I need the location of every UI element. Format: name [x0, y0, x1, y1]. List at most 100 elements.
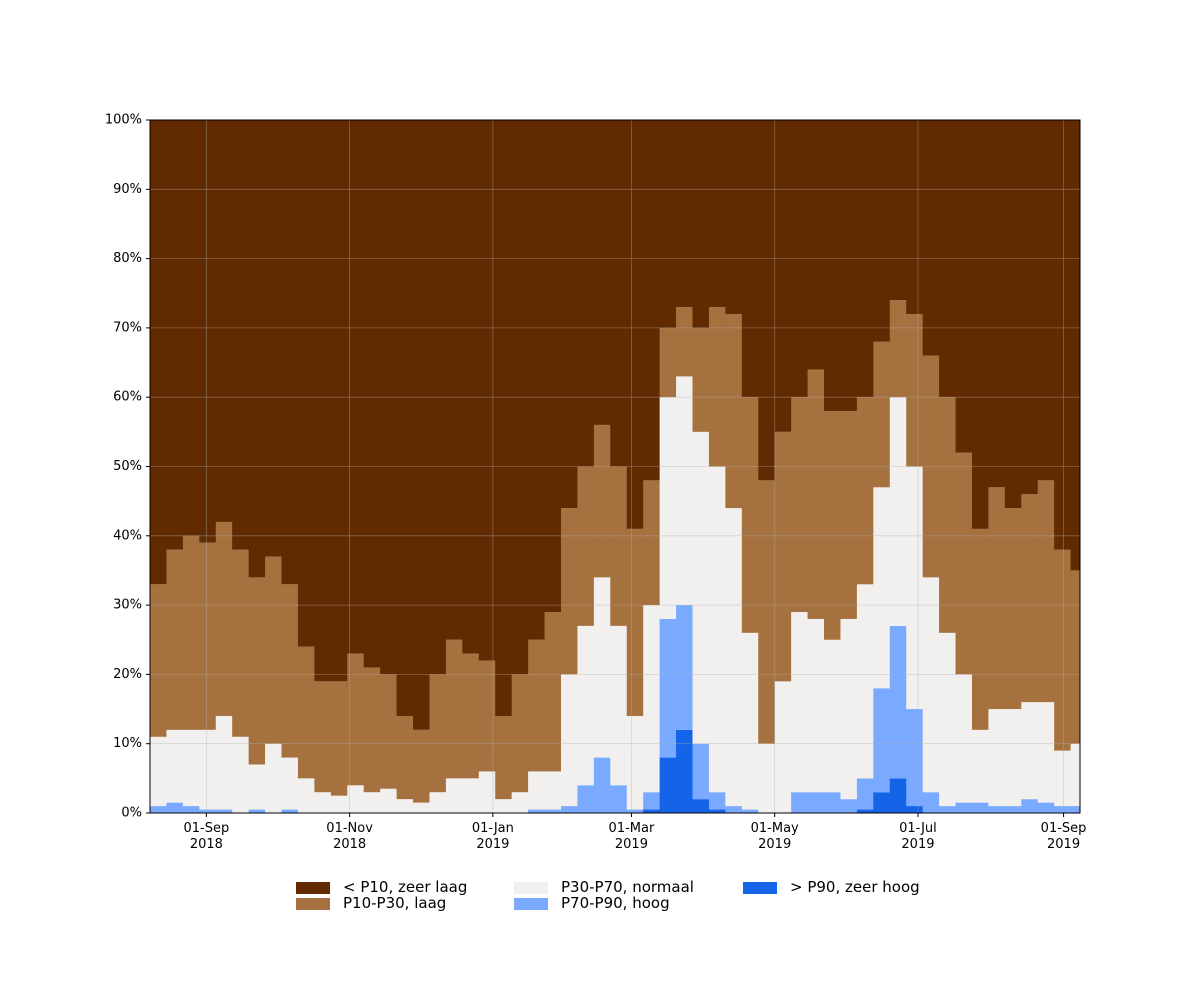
area-step	[511, 674, 529, 793]
area-step	[1070, 743, 1081, 807]
area-step	[413, 729, 430, 803]
area-step	[725, 508, 743, 807]
area-step	[182, 535, 200, 730]
area-step	[560, 508, 578, 675]
y-tick-label: 0%	[121, 806, 142, 821]
area-step	[725, 314, 743, 509]
area-step	[873, 688, 891, 793]
area-step	[232, 549, 250, 737]
area-step	[791, 612, 808, 793]
area-step	[824, 639, 841, 793]
area-step	[955, 802, 973, 813]
area-step	[297, 120, 315, 647]
area-step	[478, 771, 496, 813]
area-step	[182, 806, 200, 813]
area-step	[166, 802, 184, 813]
area-step	[445, 778, 463, 813]
legend-swatch	[514, 882, 548, 894]
area-step	[741, 809, 759, 813]
y-tick-label: 100%	[105, 113, 142, 128]
area-step	[199, 542, 217, 730]
area-step	[1054, 549, 1072, 751]
legend-label: P70-P90, hoog	[561, 894, 670, 912]
area-step	[725, 806, 743, 813]
area-step	[626, 120, 644, 529]
area-step	[1037, 480, 1055, 703]
area-step	[873, 792, 891, 813]
area-step	[741, 120, 759, 398]
area-step	[774, 431, 792, 682]
area-step	[873, 487, 891, 689]
area-step	[544, 612, 562, 772]
area-step	[692, 120, 710, 328]
area-step	[643, 120, 661, 481]
area-step	[150, 806, 167, 813]
area-step	[774, 120, 792, 432]
area-step	[396, 715, 414, 800]
area-step	[478, 120, 496, 661]
area-step	[511, 792, 529, 813]
area-step	[396, 120, 414, 716]
area-step	[363, 120, 381, 668]
area-step	[791, 397, 808, 613]
area-step	[988, 709, 1006, 807]
area-step	[1037, 702, 1055, 803]
area-step	[396, 799, 414, 813]
area-step	[429, 674, 447, 793]
area-step	[922, 792, 940, 813]
area-step	[248, 764, 266, 810]
y-tick-label: 30%	[113, 598, 142, 613]
area-step	[150, 120, 167, 585]
area-step	[741, 632, 759, 810]
area-step	[906, 314, 924, 467]
area-step	[495, 715, 513, 800]
area-step	[445, 639, 463, 779]
area-step	[922, 120, 940, 356]
area-step	[939, 806, 956, 813]
area-step	[676, 729, 693, 813]
area-step	[528, 771, 545, 810]
area-step	[347, 785, 365, 813]
area-step	[988, 806, 1006, 813]
y-tick-label: 20%	[113, 667, 142, 682]
area-step	[643, 605, 661, 793]
area-step	[215, 809, 233, 813]
area-step	[281, 809, 299, 813]
area-step	[774, 681, 792, 813]
area-step	[708, 466, 726, 793]
area-step	[840, 799, 858, 813]
area-step	[462, 653, 480, 779]
area-step	[708, 120, 726, 308]
area-step	[495, 799, 513, 813]
area-step	[199, 809, 217, 813]
area-step	[281, 584, 299, 758]
area-step	[1070, 120, 1081, 571]
area-step	[922, 355, 940, 578]
area-step	[643, 809, 661, 813]
area-step	[199, 729, 217, 810]
area-step	[906, 806, 924, 813]
area-step	[166, 120, 184, 550]
area-step	[824, 411, 841, 640]
area-step	[939, 632, 956, 807]
area-step	[955, 674, 973, 803]
area-step	[380, 674, 397, 789]
area-step	[955, 120, 973, 453]
area-step	[807, 120, 825, 370]
area-step	[659, 618, 677, 758]
area-step	[659, 120, 677, 328]
area-step	[330, 120, 348, 682]
area-step	[215, 521, 233, 716]
legend-swatch	[296, 882, 330, 894]
area-step	[314, 681, 332, 793]
area-step	[248, 120, 266, 578]
area-step	[889, 120, 907, 301]
area-step	[626, 528, 644, 716]
area-step	[610, 466, 628, 626]
x-tick-label: 01-Mar 2019	[608, 821, 655, 852]
area-step	[708, 792, 726, 810]
area-step	[380, 120, 397, 675]
area-step	[1037, 802, 1055, 813]
